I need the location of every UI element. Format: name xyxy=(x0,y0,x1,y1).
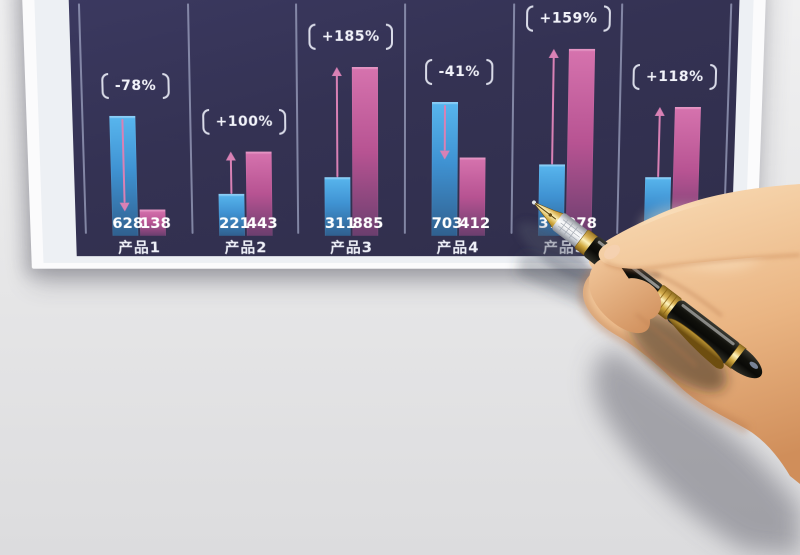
change-badge-6: +118% xyxy=(614,63,735,91)
pen-end-glint xyxy=(749,361,759,369)
bracket-right xyxy=(709,63,718,91)
change-arrow-line xyxy=(335,75,339,178)
change-badge-1: -78% xyxy=(75,72,196,100)
bracket-right xyxy=(161,73,170,100)
pen-clip-ball xyxy=(714,359,723,369)
change-arrow-head xyxy=(439,150,450,160)
pen-nib-slit xyxy=(534,203,557,220)
hand-bottom-shading xyxy=(579,267,750,434)
category-label-1: 产品1 xyxy=(117,238,162,257)
bracket-right xyxy=(278,108,287,135)
bracket-right xyxy=(603,5,611,32)
arm-cast-shadow xyxy=(593,348,800,555)
change-label: +100% xyxy=(215,113,274,130)
value-label-pink-2: 443 xyxy=(246,214,278,232)
value-label-blue-2: 221 xyxy=(218,214,251,232)
value-label-pink-1: 138 xyxy=(139,214,172,232)
value-label-pink-4: 412 xyxy=(459,214,491,232)
group-divider xyxy=(77,3,87,234)
pen-grip-engraving xyxy=(557,219,583,241)
value-label-blue-3: 311 xyxy=(324,214,356,232)
pen-cast-shadow xyxy=(518,221,594,283)
change-label: +118% xyxy=(645,69,704,86)
index-fingernail xyxy=(604,244,620,260)
index-finger xyxy=(598,190,800,269)
fingers-over-pen xyxy=(589,190,800,368)
bracket-right xyxy=(485,58,494,86)
pen-cap-highlight xyxy=(681,304,735,346)
change-arrow-head xyxy=(119,202,130,212)
pen-clip xyxy=(667,318,724,369)
middle-fingertip xyxy=(614,278,662,321)
change-arrow-line xyxy=(443,104,446,151)
value-label-pink-3: 885 xyxy=(352,214,384,232)
hand-with-pen-photo xyxy=(516,184,800,555)
pen-cap xyxy=(667,300,741,364)
change-badge-3: +185% xyxy=(290,23,411,51)
change-label: -41% xyxy=(438,63,480,81)
pen-end-dome xyxy=(730,348,763,379)
change-label: +185% xyxy=(321,28,380,45)
change-arrow-line xyxy=(229,159,233,194)
bar-pink-3 xyxy=(351,67,379,236)
change-badge-5: +159% xyxy=(508,4,629,32)
change-arrow-line xyxy=(551,56,555,165)
category-label-3: 产品3 xyxy=(330,238,374,257)
pen-nib-breather-hole xyxy=(548,213,552,217)
category-label-4: 产品4 xyxy=(436,238,480,257)
change-badge-2: +100% xyxy=(184,108,304,136)
value-label-blue-4: 703 xyxy=(431,214,463,232)
bracket-left xyxy=(425,58,433,86)
bracket-left xyxy=(308,23,316,50)
change-label: +159% xyxy=(539,10,598,27)
index-finger-shading xyxy=(604,253,800,271)
change-label: -78% xyxy=(114,78,157,95)
category-label-2: 产品2 xyxy=(224,238,268,257)
bracket-right xyxy=(385,23,393,50)
value-label-blue-1: 628 xyxy=(112,214,144,232)
pen-nib-tip xyxy=(531,200,536,205)
knuckle-crease-1 xyxy=(651,270,723,318)
palm-pen-pocket-shadow xyxy=(629,312,727,392)
knuckle-crease-2 xyxy=(635,312,698,368)
change-badge-4: -41% xyxy=(399,58,520,86)
